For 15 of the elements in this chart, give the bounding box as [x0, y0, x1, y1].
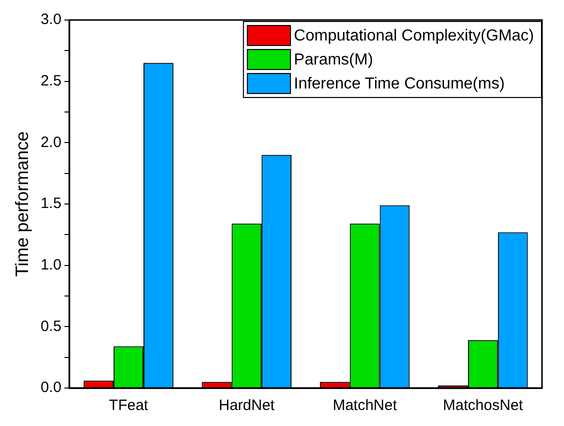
y-tick-label: 3.0	[40, 11, 62, 28]
y-tick-label: 0.0	[40, 379, 62, 396]
y-axis-title: Time performance	[12, 131, 32, 277]
y-tick-label: 2.0	[40, 134, 62, 151]
y-tick-label: 1.0	[40, 256, 62, 274]
y-tick-label: 0.5	[40, 318, 62, 335]
y-tick-label: 1.5	[40, 195, 62, 212]
x-tick-label: TFeat	[108, 397, 149, 414]
legend-label: Computational Complexity(GMac)	[294, 27, 534, 44]
x-tick-label: MatchNet	[332, 397, 398, 414]
x-tick-label: HardNet	[218, 397, 276, 414]
legend-label: Params(M)	[294, 51, 374, 68]
legend-label: Inference Time Consume(ms)	[294, 75, 505, 92]
x-tick-label: MatchosNet	[442, 397, 524, 414]
y-tick-label: 2.5	[40, 72, 62, 90]
